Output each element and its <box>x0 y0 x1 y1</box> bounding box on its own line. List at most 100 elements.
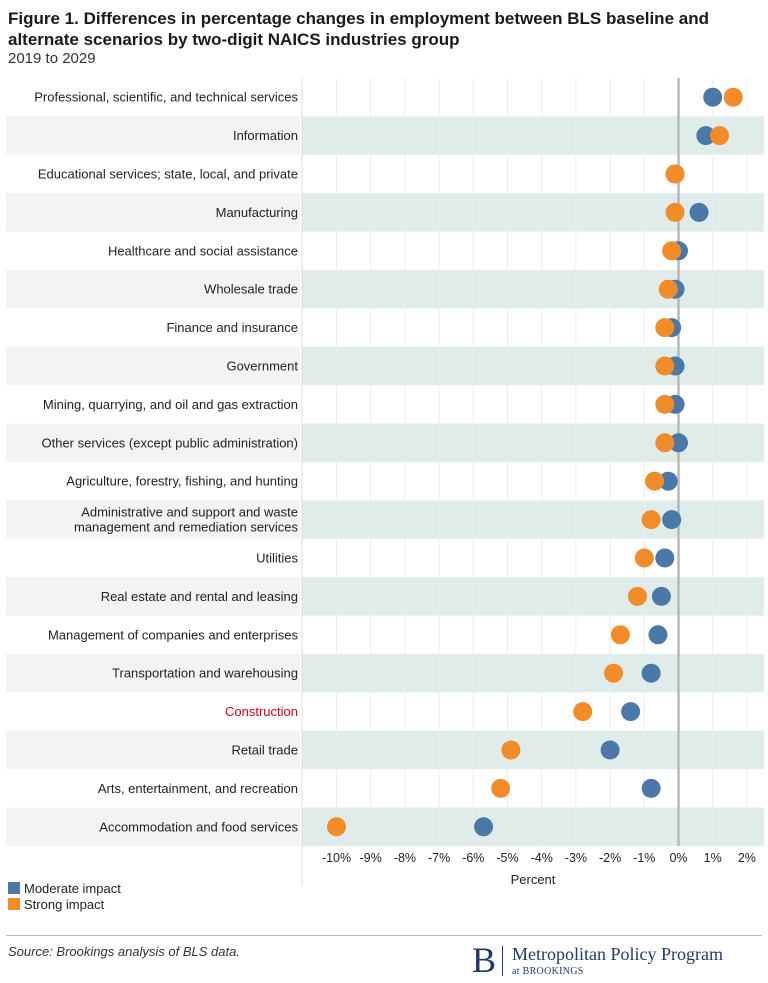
moderate-impact-dot <box>651 586 671 606</box>
strong-impact-dot <box>641 510 661 530</box>
row-label-band <box>6 615 300 654</box>
row-plot-band <box>302 385 764 424</box>
row-label-band <box>6 654 300 693</box>
x-tick-label: -3% <box>565 851 587 865</box>
x-tick-label: -1% <box>633 851 655 865</box>
moderate-impact-dot <box>703 87 723 107</box>
strong-impact-dot <box>662 241 682 261</box>
moderate-impact-dot <box>648 625 668 645</box>
brookings-logo: B Metropolitan Policy Program at BROOKIN… <box>472 942 764 980</box>
x-tick-label: -9% <box>360 851 382 865</box>
x-tick-label: -6% <box>462 851 484 865</box>
row-plot-band <box>302 807 764 846</box>
strong-impact-dot <box>573 702 593 722</box>
row-label-band <box>6 500 300 539</box>
row-label-band <box>6 769 300 808</box>
x-tick-label: -2% <box>599 851 621 865</box>
category-label: Arts, entertainment, and recreation <box>98 781 298 796</box>
strong-impact-dot <box>655 356 675 376</box>
x-tick-label: 2% <box>738 851 756 865</box>
row-label-band <box>6 385 300 424</box>
category-label: Mining, quarrying, and oil and gas extra… <box>43 397 298 412</box>
strong-impact-dot <box>655 433 675 453</box>
x-tick-label: -5% <box>496 851 518 865</box>
row-plot-band <box>302 577 764 616</box>
footer-divider <box>6 935 762 936</box>
row-plot-band <box>302 423 764 462</box>
row-label-band <box>6 577 300 616</box>
category-label: Construction <box>225 704 298 719</box>
strong-impact-dot <box>604 663 624 683</box>
category-label: Government <box>226 359 298 374</box>
legend-item-moderate: Moderate impact <box>8 880 121 896</box>
category-label: Information <box>233 128 298 143</box>
strong-impact-dot <box>710 126 730 146</box>
row-plot-band <box>302 692 764 731</box>
legend-swatch-moderate <box>8 882 20 894</box>
legend-item-strong: Strong impact <box>8 896 121 912</box>
category-label: Retail trade <box>232 743 298 758</box>
x-tick-label: 1% <box>704 851 722 865</box>
row-plot-band <box>302 154 764 194</box>
category-label: Healthcare and social assistance <box>108 243 298 258</box>
chart-title: Figure 1. Differences in percentage chan… <box>8 9 709 49</box>
logo-subtitle: at BROOKINGS <box>512 966 584 977</box>
x-tick-label: 0% <box>669 851 687 865</box>
category-label: Administrative and support and waste mana… <box>74 505 299 535</box>
row-plot-band <box>302 270 764 309</box>
category-label: Agriculture, forestry, fishing, and hunt… <box>66 474 298 489</box>
chart-legend: Moderate impact Strong impact <box>8 880 121 912</box>
strong-impact-dot <box>501 740 521 760</box>
legend-label-strong: Strong impact <box>24 896 105 912</box>
row-label-band <box>6 193 300 232</box>
x-tick-label: -4% <box>531 851 553 865</box>
moderate-impact-dot <box>696 126 716 146</box>
logo-program-name: Metropolitan Policy Program <box>512 944 723 964</box>
row-label-band <box>6 154 300 194</box>
strong-impact-dot <box>723 87 743 107</box>
category-label: Wholesale trade <box>204 282 298 297</box>
strong-impact-dot <box>665 202 685 222</box>
row-label-band <box>6 423 300 462</box>
row-plot-band <box>302 308 764 347</box>
moderate-impact-dot <box>658 471 678 491</box>
category-label: Finance and insurance <box>166 320 298 335</box>
row-plot-band <box>302 654 764 693</box>
x-tick-label: -10% <box>322 851 351 865</box>
row-plot-band <box>302 730 764 770</box>
row-label-band <box>6 538 300 578</box>
source-note: Source: Brookings analysis of BLS data. <box>8 944 240 959</box>
row-plot-band <box>302 78 764 117</box>
brookings-b-mark: B <box>472 940 497 980</box>
category-label: Management of companies and enterprises <box>48 627 299 642</box>
row-label-band <box>6 116 300 155</box>
strong-impact-dot <box>634 548 654 568</box>
moderate-impact-dot <box>641 778 661 798</box>
strong-impact-dot <box>665 164 685 184</box>
category-label: Utilities <box>256 551 298 566</box>
row-plot-band <box>302 615 764 654</box>
row-label-band <box>6 807 300 846</box>
category-label: Professional, scientific, and technical … <box>34 90 298 105</box>
strong-impact-dot <box>655 394 675 414</box>
category-label: Educational services; state, local, and … <box>38 167 298 182</box>
x-axis-title: Percent <box>511 872 556 887</box>
row-plot-band <box>302 193 764 232</box>
moderate-impact-dot <box>655 548 675 568</box>
strong-impact-dot <box>645 471 665 491</box>
legend-swatch-strong <box>8 898 20 910</box>
moderate-impact-dot <box>662 510 682 530</box>
row-plot-band <box>302 346 764 386</box>
strong-impact-dot <box>610 625 630 645</box>
moderate-impact-dot <box>689 202 709 222</box>
row-label-band <box>6 346 300 386</box>
row-plot-band <box>302 231 764 270</box>
chart-subtitle: 2019 to 2029 <box>8 50 96 67</box>
row-label-band <box>6 730 300 770</box>
category-label: Transportation and warehousing <box>112 666 298 681</box>
moderate-impact-dot <box>474 817 494 837</box>
moderate-impact-dot <box>621 702 641 722</box>
moderate-impact-dot <box>641 663 661 683</box>
strong-impact-dot <box>655 318 675 338</box>
row-label-band <box>6 692 300 731</box>
